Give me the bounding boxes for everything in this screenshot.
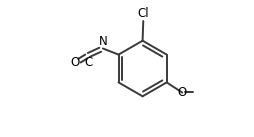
Text: C: C: [85, 56, 93, 69]
Text: N: N: [99, 35, 107, 48]
Text: O: O: [178, 86, 187, 99]
Text: O: O: [70, 56, 80, 68]
Text: Cl: Cl: [137, 7, 149, 20]
